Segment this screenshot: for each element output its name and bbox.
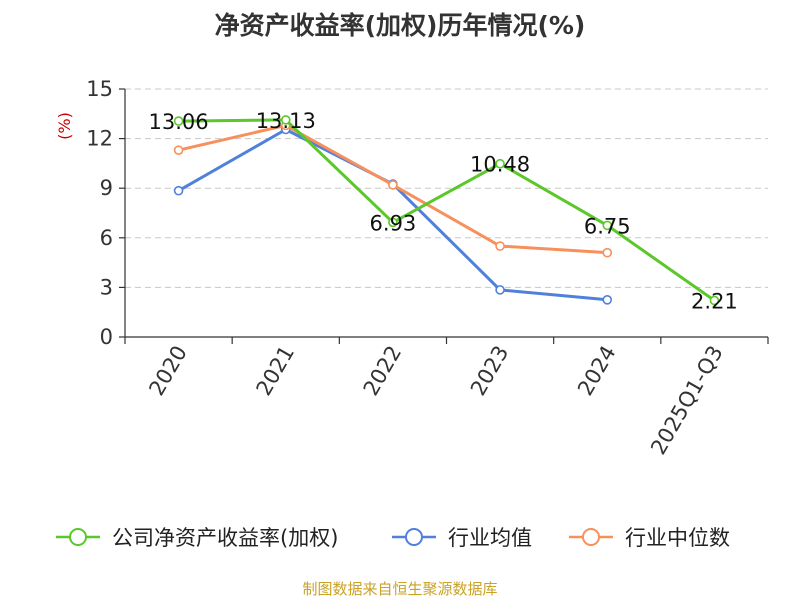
x-tick-label: 2024 xyxy=(573,342,621,400)
data-point xyxy=(280,115,291,125)
data-point xyxy=(173,145,184,155)
y-axis-label: (%) xyxy=(55,112,74,140)
legend-swatch-marker xyxy=(69,528,87,546)
series-line-0 xyxy=(178,118,716,302)
data-point xyxy=(495,158,505,169)
legend-swatch-marker xyxy=(405,528,423,546)
y-tick-label: 6 xyxy=(100,226,113,250)
x-tick-label: 2022 xyxy=(359,342,407,400)
y-tick-label: 12 xyxy=(86,127,113,151)
y-tick-label: 0 xyxy=(100,325,113,349)
data-point xyxy=(602,220,613,231)
y-tick-label: 9 xyxy=(100,176,113,200)
data-point xyxy=(388,180,398,190)
y-tick-label: 3 xyxy=(100,275,113,299)
data-label: 13.06 xyxy=(149,110,209,134)
chart-title: 净资产收益率(加权)历年情况(%) xyxy=(214,11,586,40)
data-point xyxy=(388,217,398,228)
data-label: 13.13 xyxy=(256,109,316,133)
data-label: 2.21 xyxy=(691,289,738,313)
data-point xyxy=(495,241,505,251)
x-tick-label: 2023 xyxy=(466,342,514,400)
data-label: 6.75 xyxy=(584,214,631,238)
legend-label: 行业均值 xyxy=(448,526,532,550)
legend-swatch-marker xyxy=(582,528,600,546)
data-point xyxy=(709,295,720,306)
data-point xyxy=(602,247,613,258)
data-point xyxy=(173,185,184,196)
data-point xyxy=(602,294,613,305)
data-point xyxy=(173,116,184,126)
x-tick-label: 2025Q1-Q3 xyxy=(646,342,728,459)
footer-source: 制图数据来自恒生聚源数据库 xyxy=(302,580,498,598)
data-label: 6.93 xyxy=(370,211,417,235)
x-tick-label: 2021 xyxy=(252,342,300,400)
x-tick-label: 2020 xyxy=(144,342,192,400)
legend-label: 行业中位数 xyxy=(625,526,730,550)
y-tick-label: 15 xyxy=(86,77,113,101)
legend-label: 公司净资产收益率(加权) xyxy=(112,526,338,550)
data-point xyxy=(495,285,505,295)
data-label: 10.48 xyxy=(470,153,530,177)
